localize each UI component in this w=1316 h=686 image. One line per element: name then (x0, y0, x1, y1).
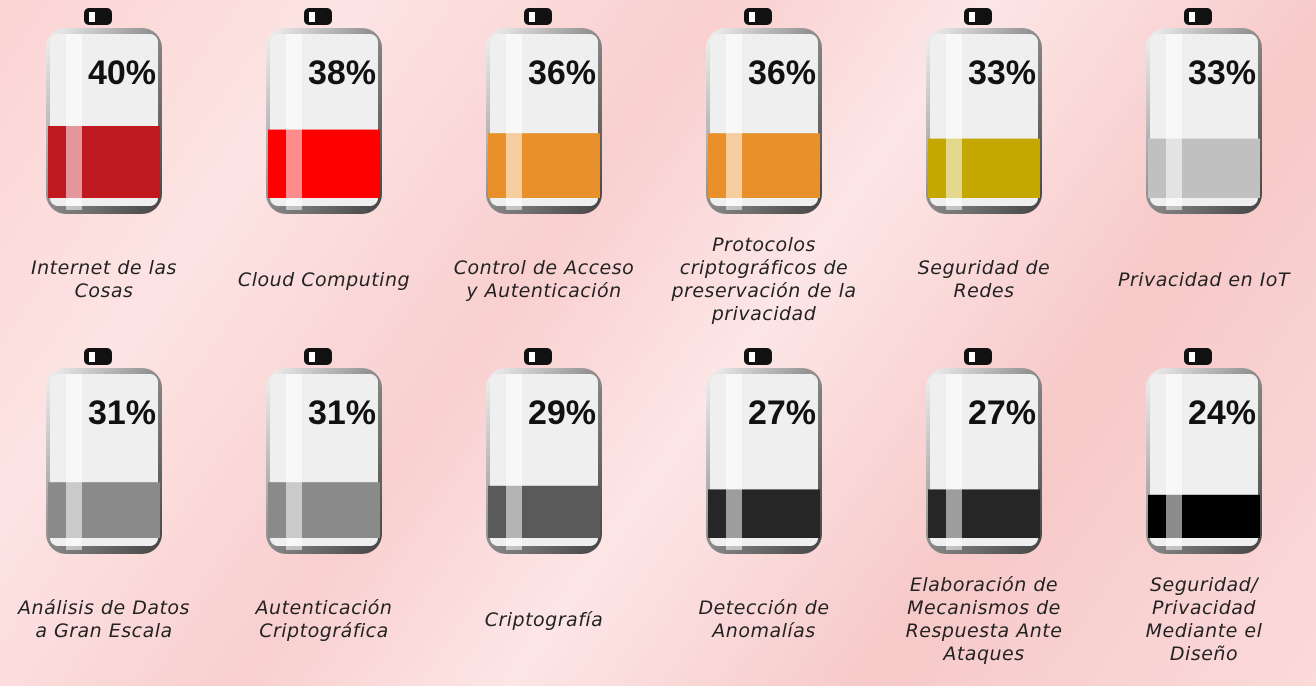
battery-cap-shine (969, 12, 975, 22)
category-label: Detección de Anomalías (669, 570, 859, 670)
battery-fill (488, 486, 600, 538)
category-label: Seguridad de Redes (889, 230, 1079, 330)
category-label: Elaboración de Mecanismos de Respuesta A… (889, 570, 1079, 670)
battery-cap (1184, 8, 1212, 25)
battery-shine (506, 374, 522, 550)
battery-cap-shine (749, 352, 755, 362)
battery-cap-shine (309, 352, 315, 362)
battery-item: 33% Privacidad en IoT (1094, 0, 1314, 330)
battery-fill (928, 489, 1040, 538)
battery-cap (524, 348, 552, 365)
value-label: 33% (1188, 54, 1256, 92)
battery: 31% (0, 340, 214, 562)
battery: 36% (434, 0, 654, 222)
battery-item: 36% Control de Acceso y Autenticación (434, 0, 654, 330)
battery-item: 36% Protocolos criptográficos de preserva… (654, 0, 874, 330)
battery-shine (66, 34, 82, 210)
category-label: Cloud Computing (229, 230, 419, 330)
battery-cap-shine (969, 352, 975, 362)
battery-item: 38% Cloud Computing (214, 0, 434, 330)
value-label: 40% (88, 54, 156, 92)
battery-cap (964, 348, 992, 365)
value-label: 29% (528, 394, 596, 432)
battery-shine (726, 374, 742, 550)
battery-cap (304, 8, 332, 25)
battery-fill (48, 482, 160, 538)
battery-cap (304, 348, 332, 365)
battery-fill (488, 133, 600, 198)
battery: 29% (434, 340, 654, 562)
category-label: Criptografía (449, 570, 639, 670)
battery: 31% (214, 340, 434, 562)
battery-cap-shine (529, 12, 535, 22)
value-label: 27% (968, 394, 1036, 432)
battery: 38% (214, 0, 434, 222)
battery-cap-shine (529, 352, 535, 362)
battery-fill (1148, 495, 1260, 538)
battery-fill (928, 139, 1040, 198)
battery: 40% (0, 0, 214, 222)
battery-cap-shine (1189, 352, 1195, 362)
category-label: Protocolos criptográficos de preservació… (669, 230, 859, 330)
battery-item: 27% Elaboración de Mecanismos de Respuest… (874, 340, 1094, 670)
value-label: 27% (748, 394, 816, 432)
battery-shine (506, 34, 522, 210)
value-label: 36% (528, 54, 596, 92)
battery-cap-shine (1189, 12, 1195, 22)
category-label: Privacidad en IoT (1109, 230, 1299, 330)
value-label: 36% (748, 54, 816, 92)
battery-item: 29% Criptografía (434, 340, 654, 670)
battery: 33% (874, 0, 1094, 222)
battery-item: 40% Internet de las Cosas (0, 0, 214, 330)
battery-cap-shine (749, 12, 755, 22)
category-label: Control de Acceso y Autenticación (449, 230, 639, 330)
battery-shine (1166, 34, 1182, 210)
battery-cap (964, 8, 992, 25)
category-label: Autenticación Criptográfica (229, 570, 419, 670)
category-label: Análisis de Datos a Gran Escala (9, 570, 199, 670)
battery-item: 24% Seguridad/ Privacidad Mediante el Dis… (1094, 340, 1314, 670)
battery-cap (744, 348, 772, 365)
battery-cap-shine (89, 352, 95, 362)
battery-fill (708, 489, 820, 538)
battery-fill (708, 133, 820, 198)
battery-cap (1184, 348, 1212, 365)
battery-shine (726, 34, 742, 210)
value-label: 31% (308, 394, 376, 432)
page: {"chart_data": {"type": "battery", "cate… (0, 0, 1316, 686)
battery-shine (286, 374, 302, 550)
battery: 24% (1094, 340, 1314, 562)
battery-cap (84, 8, 112, 25)
value-label: 24% (1188, 394, 1256, 432)
battery-item: 27% Detección de Anomalías (654, 340, 874, 670)
battery: 36% (654, 0, 874, 222)
battery-fill (48, 126, 160, 198)
battery-cap (524, 8, 552, 25)
battery: 27% (874, 340, 1094, 562)
battery-item: 33% Seguridad de Redes (874, 0, 1094, 330)
category-label: Internet de las Cosas (9, 230, 199, 330)
battery-fill (268, 482, 380, 538)
battery: 33% (1094, 0, 1314, 222)
battery-shine (1166, 374, 1182, 550)
battery-shine (286, 34, 302, 210)
battery-shine (946, 34, 962, 210)
battery-item: 31% Autenticación Criptográfica (214, 340, 434, 670)
battery-fill (1148, 139, 1260, 198)
battery-item: 31% Análisis de Datos a Gran Escala (0, 340, 214, 670)
battery-fill (268, 130, 380, 198)
battery-shine (66, 374, 82, 550)
battery-cap (744, 8, 772, 25)
battery-cap-shine (89, 12, 95, 22)
battery-cap-shine (309, 12, 315, 22)
battery-cap (84, 348, 112, 365)
battery: 27% (654, 340, 874, 562)
value-label: 38% (308, 54, 376, 92)
value-label: 31% (88, 394, 156, 432)
category-label: Seguridad/ Privacidad Mediante el Diseño (1109, 570, 1299, 670)
value-label: 33% (968, 54, 1036, 92)
battery-shine (946, 374, 962, 550)
